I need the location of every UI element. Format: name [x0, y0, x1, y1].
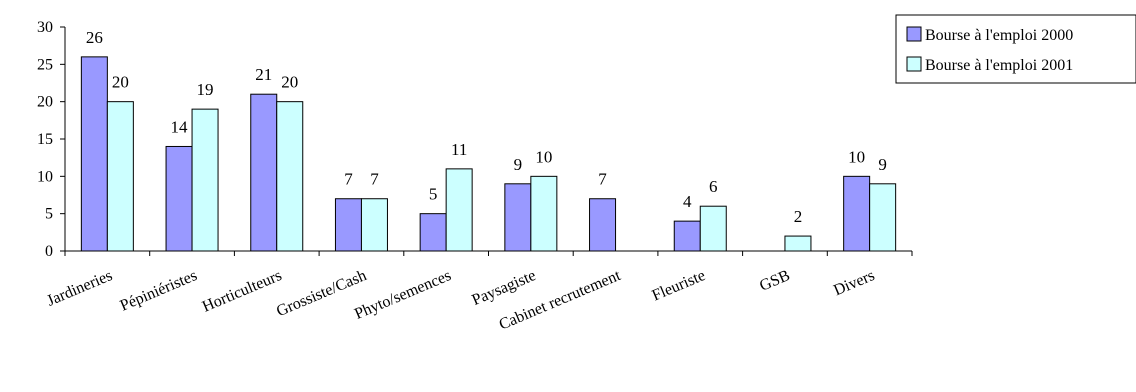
bar-2000	[334, 198, 362, 252]
bar-2000	[589, 198, 617, 252]
bar-2001	[191, 108, 219, 252]
bar-2000	[80, 56, 108, 252]
legend-label: Bourse à l'emploi 2001	[925, 57, 1073, 74]
bar-2000	[673, 220, 701, 252]
category-label: Horticulteurs	[200, 267, 284, 316]
data-label: 7	[370, 170, 379, 189]
bar-2000	[843, 175, 871, 252]
data-label: 19	[197, 80, 214, 99]
y-tick-label: 5	[45, 206, 53, 223]
data-label: 21	[255, 65, 272, 84]
bar-2000	[250, 93, 278, 252]
data-label: 10	[848, 147, 865, 166]
data-label: 14	[171, 117, 189, 136]
data-label: 5	[429, 185, 438, 204]
category-label: GSB	[757, 267, 792, 295]
plot-area: 0510152025302620Jardineries1419Pépiniéri…	[37, 19, 913, 334]
data-label: 9	[878, 155, 887, 174]
y-tick-label: 10	[37, 168, 53, 185]
data-label: 20	[281, 73, 298, 92]
data-label: 20	[112, 73, 129, 92]
legend-swatch-2001	[906, 56, 922, 72]
bar-2001	[530, 175, 558, 252]
y-tick-label: 0	[45, 243, 53, 260]
bar-2001	[869, 183, 897, 252]
category-label: Jardineries	[44, 267, 114, 310]
y-tick-label: 25	[37, 56, 53, 73]
y-tick-label: 30	[37, 19, 53, 36]
category-label: Paysagiste	[470, 267, 539, 309]
bar-2001	[106, 101, 134, 252]
data-label: 7	[344, 170, 353, 189]
legend-swatch-2000	[906, 26, 922, 42]
category-label: Fleuriste	[650, 267, 708, 305]
bar-2000	[504, 183, 532, 252]
bar-2000	[165, 145, 193, 252]
data-label: 7	[598, 170, 607, 189]
data-label: 9	[514, 155, 523, 174]
data-label: 11	[451, 140, 467, 159]
bar-2001	[445, 168, 473, 252]
data-label: 10	[535, 147, 552, 166]
y-tick-label: 20	[37, 94, 53, 111]
data-label: 2	[794, 207, 803, 226]
category-label: Pépiniéristes	[118, 267, 200, 315]
bar-2001	[784, 235, 812, 252]
bar-2001	[276, 101, 304, 252]
data-label: 26	[86, 28, 103, 47]
legend: Bourse à l'emploi 2000 Bourse à l'emploi …	[895, 14, 1136, 84]
bar-2001	[699, 205, 727, 252]
legend-label: Bourse à l'emploi 2000	[925, 27, 1073, 44]
data-label: 4	[683, 192, 692, 211]
y-tick-label: 15	[37, 131, 53, 148]
data-label: 6	[709, 177, 718, 196]
category-label: Phyto/semences	[352, 267, 454, 323]
bar-2000	[419, 213, 447, 252]
bar-2001	[360, 198, 388, 252]
category-label: Divers	[831, 267, 877, 299]
legend-box	[895, 14, 1136, 84]
